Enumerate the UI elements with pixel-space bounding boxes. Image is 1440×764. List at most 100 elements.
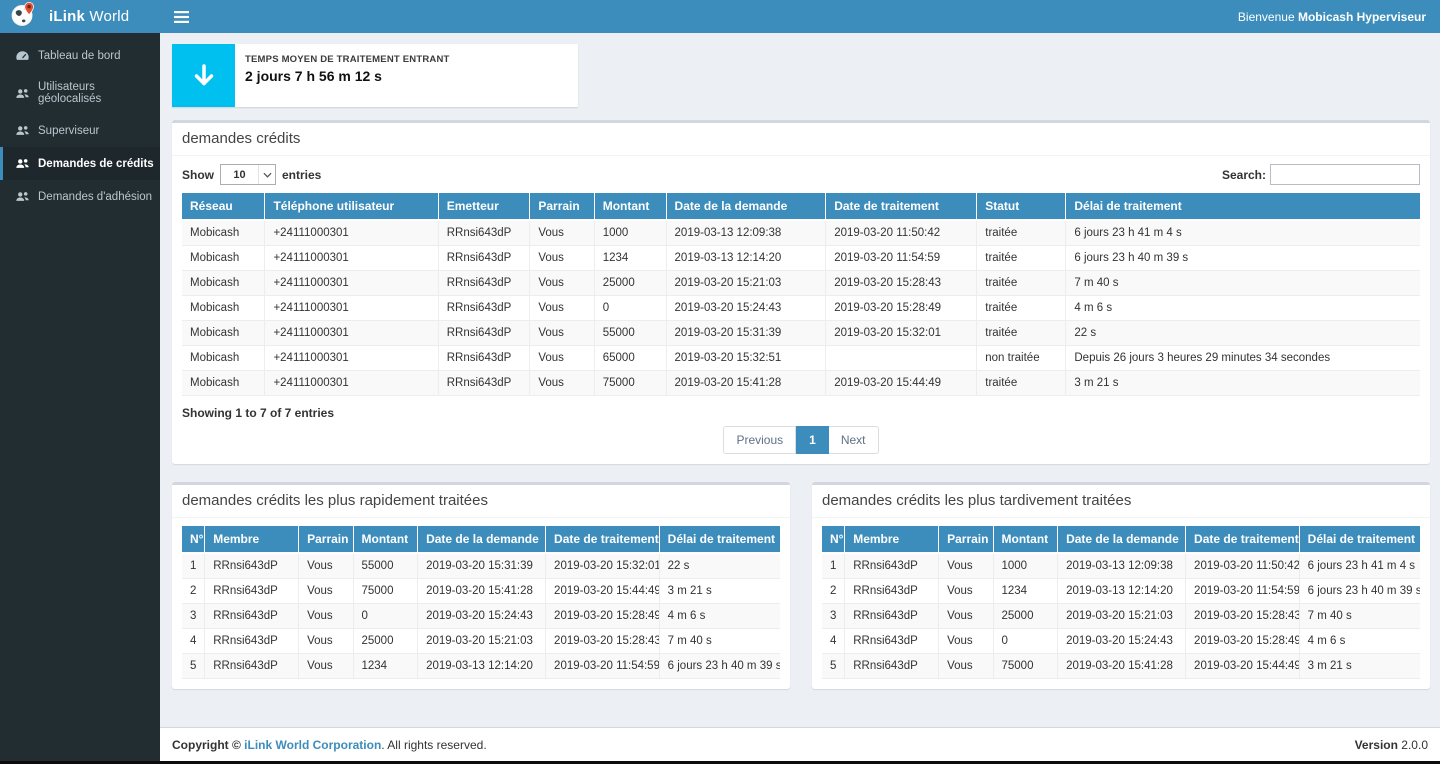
column-header[interactable]: Date de la demande: [666, 193, 826, 220]
sidebar-item-utilisateurs-geolocalises[interactable]: Utilisateurs géolocalisés: [0, 72, 160, 114]
table-cell: 2019-03-20 15:32:01: [546, 553, 660, 579]
page-1-button[interactable]: 1: [796, 426, 829, 454]
column-header[interactable]: Date de la demande: [418, 526, 546, 553]
table-cell: Vous: [530, 271, 594, 296]
table-cell: Vous: [939, 604, 993, 629]
column-header[interactable]: Réseau: [182, 193, 265, 220]
table-cell: Mobicash: [182, 246, 265, 271]
column-header[interactable]: Parrain: [939, 526, 993, 553]
hamburger-icon: [174, 11, 189, 23]
table-cell: 6 jours 23 h 41 m 4 s: [1299, 553, 1420, 579]
table-cell: 2019-03-20 15:31:39: [418, 553, 546, 579]
sidebar-toggle-button[interactable]: [174, 11, 189, 23]
table-cell: +24111000301: [265, 296, 438, 321]
table-cell: 55000: [353, 553, 418, 579]
column-header[interactable]: Date de traitement: [1186, 526, 1300, 553]
table-row: 5RRnsi643dPVous12342019-03-13 12:14:2020…: [182, 654, 780, 679]
sidebar-item-tableau-de-bord[interactable]: Tableau de bord: [0, 39, 160, 72]
table-row: 3RRnsi643dPVous02019-03-20 15:24:432019-…: [182, 604, 780, 629]
table-cell: 6 jours 23 h 40 m 39 s: [1299, 579, 1420, 604]
column-header[interactable]: Date de traitement: [826, 193, 977, 220]
sidebar-item-superviseur[interactable]: Superviseur: [0, 114, 160, 147]
table-cell: 2019-03-13 12:09:38: [666, 220, 826, 246]
table-row: Mobicash+24111000301RRnsi643dPVous100020…: [182, 220, 1420, 246]
table-cell: Vous: [530, 346, 594, 371]
table-row: 5RRnsi643dPVous750002019-03-20 15:41:282…: [822, 654, 1420, 679]
table-cell: Vous: [939, 654, 993, 679]
column-header[interactable]: Téléphone utilisateur: [265, 193, 438, 220]
table-cell: Vous: [299, 604, 353, 629]
column-header[interactable]: Date de traitement: [546, 526, 660, 553]
table-cell: 2019-03-20 11:54:59: [826, 246, 977, 271]
column-header[interactable]: Statut: [977, 193, 1066, 220]
widget-label: TEMPS MOYEN DE TRAITEMENT ENTRANT: [245, 54, 450, 65]
entries-label: entries: [282, 168, 321, 182]
column-header[interactable]: Membre: [205, 526, 299, 553]
table-cell: traitée: [977, 321, 1066, 346]
column-header[interactable]: Délai de traitement: [1066, 193, 1420, 220]
column-header[interactable]: Délai de traitement: [659, 526, 780, 553]
users-icon: [15, 189, 30, 204]
table-cell: RRnsi643dP: [205, 553, 299, 579]
table-cell: RRnsi643dP: [845, 579, 939, 604]
table-row: 1RRnsi643dPVous550002019-03-20 15:31:392…: [182, 553, 780, 579]
table-cell: 22 s: [1066, 321, 1420, 346]
table-cell: 2019-03-20 15:24:43: [1058, 629, 1186, 654]
company-link[interactable]: iLink World Corporation: [244, 738, 381, 752]
previous-page-button[interactable]: Previous: [723, 426, 796, 454]
table-row: 1RRnsi643dPVous10002019-03-13 12:09:3820…: [822, 553, 1420, 579]
search-input[interactable]: [1270, 164, 1420, 185]
column-header[interactable]: Parrain: [299, 526, 353, 553]
table-cell: traitée: [977, 296, 1066, 321]
table-cell: 2019-03-20 15:24:43: [418, 604, 546, 629]
sidebar-item-demandes-de-credits[interactable]: Demandes de crédits: [0, 147, 160, 180]
table-cell: 2019-03-20 15:28:49: [546, 604, 660, 629]
sidebar-menu: Tableau de bord Utilisateurs géolocalisé…: [0, 33, 160, 213]
table-header-row: RéseauTéléphone utilisateurEmetteurParra…: [182, 193, 1420, 220]
table-cell: 1000: [993, 553, 1058, 579]
table-info: Showing 1 to 7 of 7 entries: [182, 406, 1420, 420]
table-cell: 1: [822, 553, 845, 579]
column-header[interactable]: Montant: [993, 526, 1058, 553]
copyright-text: Copyright © iLink World Corporation. All…: [172, 738, 487, 752]
column-header[interactable]: Délai de traitement: [1299, 526, 1420, 553]
panel-title: demandes crédits les plus tardivement tr…: [822, 492, 1131, 509]
table-cell: 2019-03-20 15:21:03: [666, 271, 826, 296]
table-cell: 6 jours 23 h 40 m 39 s: [1066, 246, 1420, 271]
table-cell: RRnsi643dP: [845, 654, 939, 679]
next-page-button[interactable]: Next: [829, 426, 879, 454]
table-cell: RRnsi643dP: [205, 629, 299, 654]
table-cell: 4 m 6 s: [1066, 296, 1420, 321]
table-cell: 2019-03-13 12:14:20: [1058, 579, 1186, 604]
table-row: Mobicash+24111000301RRnsi643dPVous250002…: [182, 271, 1420, 296]
footer: Copyright © iLink World Corporation. All…: [160, 727, 1440, 764]
table-row: 3RRnsi643dPVous250002019-03-20 15:21:032…: [822, 604, 1420, 629]
column-header[interactable]: Membre: [845, 526, 939, 553]
column-header[interactable]: Date de la demande: [1058, 526, 1186, 553]
page-length-select[interactable]: 10: [220, 164, 276, 185]
dashboard-icon: [15, 48, 30, 63]
app-logo[interactable]: iLink World: [0, 0, 160, 33]
table-cell: +24111000301: [265, 371, 438, 396]
table-cell: 2019-03-13 12:14:20: [666, 246, 826, 271]
table-cell: Vous: [530, 371, 594, 396]
table-cell: Vous: [530, 321, 594, 346]
table-row: 4RRnsi643dPVous250002019-03-20 15:21:032…: [182, 629, 780, 654]
table-cell: 0: [353, 604, 418, 629]
column-header[interactable]: Montant: [594, 193, 666, 220]
content-wrapper: TEMPS MOYEN DE TRAITEMENT ENTRANT 2 jour…: [160, 33, 1440, 764]
table-cell: 0: [993, 629, 1058, 654]
table-cell: 2019-03-20 15:28:49: [826, 296, 977, 321]
column-header[interactable]: N°: [182, 526, 205, 553]
column-header[interactable]: N°: [822, 526, 845, 553]
table-cell: Vous: [299, 629, 353, 654]
sidebar-item-label: Demandes d'adhésion: [38, 191, 152, 203]
column-header[interactable]: Emetteur: [438, 193, 530, 220]
column-header[interactable]: Montant: [353, 526, 418, 553]
column-header[interactable]: Parrain: [530, 193, 594, 220]
table-cell: 25000: [594, 271, 666, 296]
table-cell: RRnsi643dP: [845, 629, 939, 654]
table-cell: 5: [822, 654, 845, 679]
table-cell: 2019-03-20 15:41:28: [666, 371, 826, 396]
sidebar-item-demandes-d-adhesion[interactable]: Demandes d'adhésion: [0, 180, 160, 213]
